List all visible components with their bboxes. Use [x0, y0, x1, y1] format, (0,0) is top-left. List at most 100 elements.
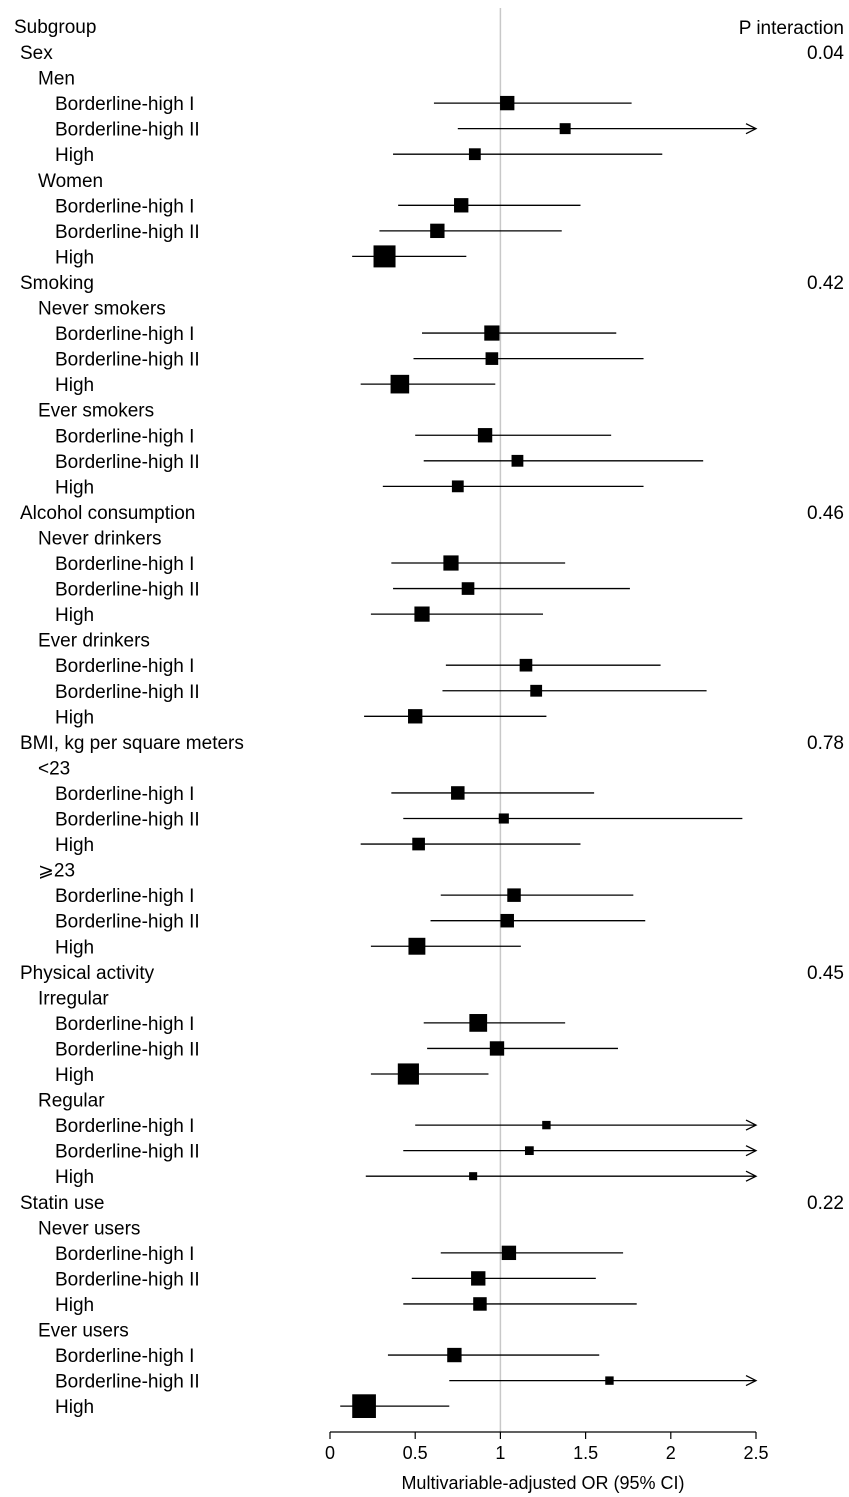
- p-interaction-value: 0.22: [807, 1193, 844, 1214]
- subgroup-row: Men: [38, 69, 75, 90]
- subgroup-rows: Sex 0.04 Men Borderline-high I Borderline-hi…: [20, 43, 844, 1418]
- point-estimate-marker: [408, 709, 423, 724]
- subgroup-level-label: Borderline-high I: [55, 426, 194, 447]
- x-axis: 0 0.5 1 1.5 2 2.5: [325, 1431, 769, 1463]
- subgroup-row: Borderline-high I: [55, 554, 566, 575]
- subgroup-heading: Sex: [20, 43, 53, 64]
- subgroup-row: Physical activity 0.45: [20, 963, 844, 984]
- point-estimate-marker: [451, 480, 464, 493]
- subgroup-row: Borderline-high II: [55, 1372, 758, 1393]
- point-estimate-marker: [430, 223, 445, 239]
- subgroup-category: Women: [38, 171, 103, 192]
- point-estimate-marker: [373, 245, 396, 268]
- subgroup-row: Borderline-high I: [55, 656, 661, 677]
- ci-arrow-marker: [745, 1375, 758, 1387]
- x-tick-label: 2: [666, 1443, 676, 1463]
- subgroup-row: Borderline-high II: [55, 452, 704, 473]
- subgroup-category: Men: [38, 69, 75, 90]
- subgroup-category: Irregular: [38, 988, 109, 1009]
- point-estimate-marker: [447, 1347, 462, 1363]
- subgroup-row: Never drinkers: [38, 528, 162, 549]
- subgroup-category: Never smokers: [38, 299, 166, 320]
- p-interaction-header: P interaction: [739, 18, 844, 39]
- ci-arrow-marker: [745, 1145, 758, 1157]
- subgroup-category: <23: [38, 758, 70, 779]
- subgroup-row: Irregular: [38, 988, 109, 1009]
- point-estimate-marker: [484, 325, 500, 341]
- subgroup-row: Borderline-high I: [55, 886, 634, 907]
- subgroup-row: Ever users: [38, 1321, 129, 1342]
- x-axis-label: Multivariable-adjusted OR (95% CI): [401, 1473, 684, 1493]
- subgroup-row: High: [55, 1167, 758, 1188]
- subgroup-row: Ever smokers: [38, 401, 154, 422]
- subgroup-row: Borderline-high I: [55, 324, 617, 345]
- subgroup-category: Ever smokers: [38, 401, 154, 422]
- subgroup-row: Regular: [38, 1091, 105, 1112]
- point-estimate-marker: [511, 454, 524, 467]
- subgroup-row: High: [55, 374, 496, 396]
- subgroup-row: Borderline-high I: [55, 1244, 624, 1265]
- subgroup-level-label: Borderline-high II: [55, 452, 200, 473]
- subgroup-level-label: High: [55, 707, 94, 728]
- subgroup-level-label: Borderline-high I: [55, 94, 194, 115]
- subgroup-category: Ever drinkers: [38, 631, 150, 652]
- subgroup-row: High: [55, 1394, 450, 1418]
- point-estimate-marker: [519, 658, 533, 672]
- point-estimate-marker: [542, 1120, 551, 1130]
- point-estimate-marker: [489, 1041, 505, 1056]
- ci-arrow-marker: [745, 1119, 758, 1131]
- point-estimate-marker: [471, 1271, 486, 1286]
- subgroup-level-label: Borderline-high I: [55, 554, 194, 575]
- subgroup-heading: Smoking: [20, 273, 94, 294]
- subgroup-row: Borderline-high II: [55, 350, 644, 371]
- subgroup-row: <23: [38, 758, 70, 779]
- point-estimate-marker: [454, 198, 469, 213]
- subgroup-category: Regular: [38, 1091, 105, 1112]
- subgroup-row: Smoking 0.42: [20, 273, 844, 294]
- subgroup-level-label: High: [55, 247, 94, 268]
- point-estimate-marker: [352, 1394, 376, 1418]
- p-interaction-value: 0.42: [807, 273, 844, 294]
- subgroup-level-label: Borderline-high II: [55, 1372, 200, 1393]
- subgroup-row: Borderline-high II: [55, 580, 630, 601]
- subgroup-level-label: Borderline-high II: [55, 350, 200, 371]
- point-estimate-marker: [461, 582, 475, 595]
- subgroup-row: Never users: [38, 1218, 140, 1239]
- point-estimate-marker: [524, 1146, 534, 1156]
- p-interaction-value: 0.46: [807, 503, 844, 524]
- p-interaction-value: 0.78: [807, 733, 844, 754]
- subgroup-row: Borderline-high II: [55, 912, 646, 933]
- subgroup-level-label: High: [55, 1167, 94, 1188]
- subgroup-heading: BMI, kg per square meters: [20, 733, 244, 754]
- subgroup-row: Borderline-high I: [55, 196, 581, 217]
- subgroup-level-label: Borderline-high II: [55, 120, 200, 141]
- p-interaction-value: 0.04: [807, 43, 844, 64]
- point-estimate-marker: [559, 123, 571, 135]
- subgroup-level-label: Borderline-high II: [55, 222, 200, 243]
- subgroup-level-label: High: [55, 937, 94, 958]
- subgroup-row: High: [55, 937, 521, 958]
- subgroup-row: Borderline-high I: [55, 426, 612, 447]
- subgroup-level-label: High: [55, 605, 94, 626]
- subgroup-row: Borderline-high II: [55, 1142, 758, 1163]
- subgroup-row: Women: [38, 171, 103, 192]
- point-estimate-marker: [498, 813, 509, 824]
- subgroup-level-label: Borderline-high I: [55, 656, 194, 677]
- subgroup-row: BMI, kg per square meters 0.78: [20, 733, 844, 754]
- x-tick-label: 0.5: [403, 1443, 428, 1463]
- subgroup-level-label: High: [55, 1065, 94, 1086]
- subgroup-row: Alcohol consumption 0.46: [20, 503, 844, 524]
- subgroup-level-label: Borderline-high I: [55, 1346, 194, 1367]
- subgroup-row: ⩾23: [38, 861, 75, 882]
- subgroup-level-label: High: [55, 145, 94, 166]
- x-tick-label: 1.5: [573, 1443, 598, 1463]
- subgroup-row: Borderline-high II: [55, 810, 743, 831]
- subgroup-heading: Physical activity: [20, 963, 155, 984]
- subgroup-header: Subgroup: [14, 17, 96, 38]
- subgroup-row: Borderline-high I: [55, 1014, 566, 1035]
- subgroup-level-label: Borderline-high I: [55, 886, 194, 907]
- x-tick-label: 2.5: [743, 1443, 768, 1463]
- subgroup-row: High: [55, 707, 547, 728]
- subgroup-heading: Statin use: [20, 1193, 105, 1214]
